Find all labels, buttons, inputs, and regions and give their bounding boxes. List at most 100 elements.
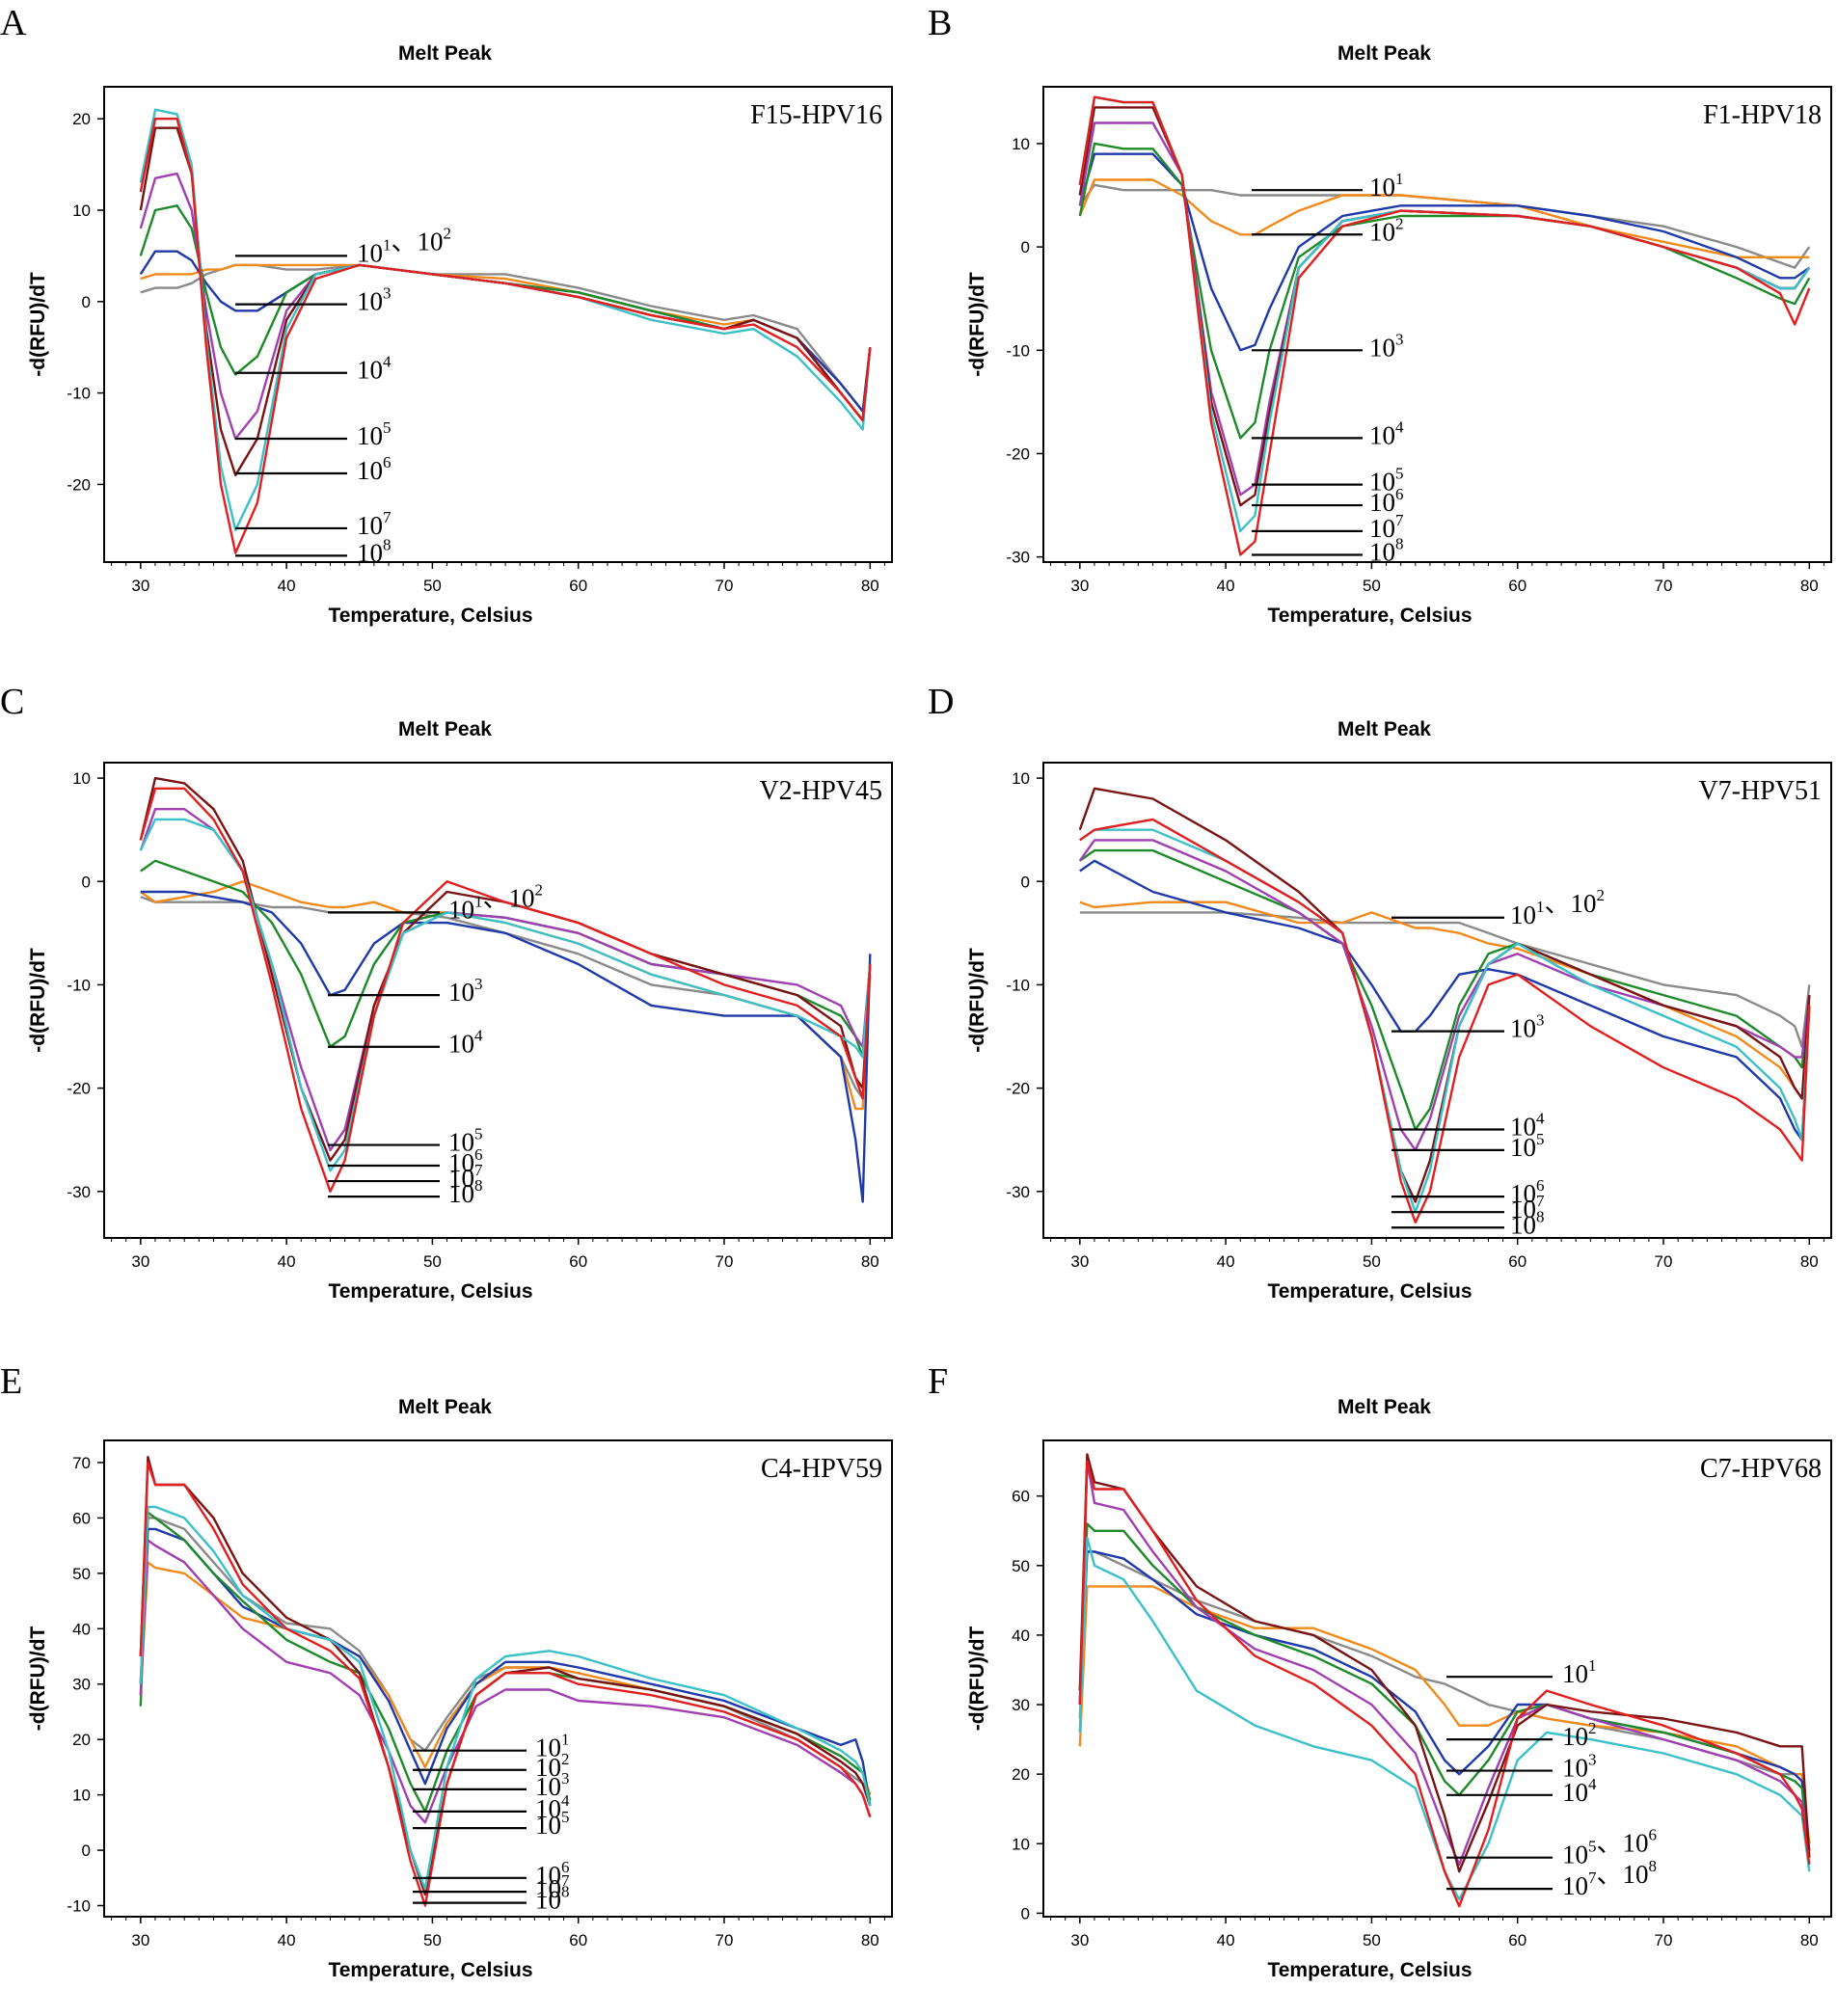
chart-title: Melt Peak xyxy=(1337,718,1431,740)
curves xyxy=(1078,1453,1811,1908)
annotation-label: 108 xyxy=(448,1176,483,1208)
x-axis-label: Temperature, Celsius xyxy=(1267,1959,1472,1981)
y-tick-label: 0 xyxy=(1021,873,1030,891)
ann-base: 10 xyxy=(1369,420,1395,449)
ann-base: 10 xyxy=(509,883,535,912)
series-line-10e8 xyxy=(139,1461,872,1907)
ann-base: 10 xyxy=(1369,514,1395,543)
series-line-10e5 xyxy=(139,808,872,1152)
y-tick-label: 50 xyxy=(72,1565,91,1583)
series-line-10e6 xyxy=(139,126,872,477)
ann-exp: 4 xyxy=(1536,1109,1545,1127)
panel-letter: F xyxy=(928,1361,948,1402)
x-tick-label: 80 xyxy=(861,1252,879,1271)
curves xyxy=(1078,787,1811,1224)
panel-name: F1-HPV18 xyxy=(1703,100,1822,130)
x-tick-label: 60 xyxy=(1508,1252,1526,1271)
annotation-label: 103 xyxy=(1562,1751,1597,1783)
ann-exp: 2 xyxy=(1588,1719,1597,1737)
x-tick-label: 80 xyxy=(861,1931,879,1949)
y-tick-label: -10 xyxy=(1006,976,1030,994)
series-line-10e8 xyxy=(139,118,872,554)
annotation-label: 106 xyxy=(1369,485,1404,517)
ann-exp: 4 xyxy=(1588,1775,1597,1793)
series-line-10e3 xyxy=(140,890,872,1203)
y-tick-label: 10 xyxy=(1012,135,1030,153)
series-line-10e7 xyxy=(139,108,872,531)
plot-frame xyxy=(103,1439,893,1918)
x-axis-label: Temperature, Celsius xyxy=(328,1280,532,1303)
plot-frame xyxy=(1042,86,1832,563)
annotation-label: 106 xyxy=(357,453,392,485)
panel-letter: B xyxy=(928,3,952,43)
panel-letter: A xyxy=(0,3,27,43)
ann-base: 10 xyxy=(1510,1195,1536,1223)
plot-frame xyxy=(1042,762,1832,1239)
annotation-label: 108 xyxy=(1510,1207,1545,1239)
x-tick-label: 80 xyxy=(1800,1931,1819,1949)
y-tick-label: 60 xyxy=(72,1509,91,1527)
annotation-label: 103 xyxy=(357,284,392,316)
panel-C: C Melt Peak 30 40 50 60 70 80 -30 -20 -10 0 10 Temper… xyxy=(0,682,893,1303)
x-tick-label: 80 xyxy=(1800,1252,1819,1271)
y-tick-label: 40 xyxy=(72,1620,91,1638)
ann-base: 10 xyxy=(1562,1659,1588,1688)
x-tick-label: 60 xyxy=(569,1931,587,1949)
x-tick-label: 50 xyxy=(423,1931,442,1949)
annotation-label: 104 xyxy=(448,1027,483,1059)
x-tick-label: 30 xyxy=(131,1931,149,1949)
x-tick-label: 40 xyxy=(278,1931,296,1949)
y-tick-label: 30 xyxy=(1012,1696,1030,1714)
ann-exp: 8 xyxy=(561,1883,570,1901)
y-tick-label: -10 xyxy=(1006,341,1030,360)
series-line-10e5 xyxy=(139,1539,872,1824)
ann-base: 10 xyxy=(448,978,474,1007)
annotation-label: 101 xyxy=(1369,170,1404,202)
annotation-label: 108 xyxy=(1369,534,1404,566)
x-tick-label: 70 xyxy=(1655,577,1673,595)
series-line-10e6 xyxy=(1078,1453,1811,1873)
annotation-label: 104 xyxy=(1562,1775,1597,1807)
series-line-10e2 xyxy=(1078,1585,1811,1844)
annotation-label: 108 xyxy=(535,1883,570,1915)
series-line-10e2 xyxy=(1079,900,1811,1100)
series-line-10e6 xyxy=(1078,106,1811,507)
ann-base: 10 xyxy=(535,1811,561,1840)
annotation-label: 104 xyxy=(1510,1109,1545,1141)
y-tick-label: -20 xyxy=(1006,444,1030,463)
annotation-label: 105 xyxy=(357,418,392,450)
series-line-10e4 xyxy=(1078,1522,1811,1858)
x-tick-label: 80 xyxy=(1800,577,1819,595)
ann-base: 10 xyxy=(357,287,383,316)
y-axis-label: -d(RFU)/dT xyxy=(966,1626,988,1732)
ann-base: 10 xyxy=(1369,488,1395,517)
ann-exp: 1 xyxy=(1588,1656,1597,1675)
annotation-label: 104 xyxy=(1369,417,1404,449)
y-tick-label: -30 xyxy=(67,1183,91,1201)
ann-exp: 5 xyxy=(383,418,392,437)
ann-base: 10 xyxy=(1369,537,1395,566)
ann-exp: 8 xyxy=(1649,1857,1658,1875)
ann-base: 10 xyxy=(1369,173,1395,202)
x-tick-label: 30 xyxy=(131,1252,149,1271)
y-tick-label: 0 xyxy=(1021,1904,1030,1922)
chart-title: Melt Peak xyxy=(398,42,492,65)
x-tick-label: 70 xyxy=(716,1252,734,1271)
ann-sep: 、 xyxy=(1597,1829,1623,1858)
annotation-label: 107 xyxy=(1369,511,1404,543)
x-tick-label: 60 xyxy=(1508,1931,1526,1949)
panel-name: C4-HPV59 xyxy=(761,1454,882,1484)
ann-exp: 1 xyxy=(1395,170,1404,188)
ann-exp: 3 xyxy=(561,1769,570,1788)
ann-sep: 、 xyxy=(1597,1860,1623,1889)
ann-sep: 、 xyxy=(392,227,418,255)
annotation-label: 101 xyxy=(1562,1656,1597,1688)
series-line-10e3 xyxy=(1079,859,1811,1142)
annotation-label: 107 xyxy=(448,1161,483,1193)
ann-base: 10 xyxy=(1510,1112,1536,1141)
x-tick-label: 60 xyxy=(1508,577,1526,595)
y-tick-label: 10 xyxy=(1012,769,1030,788)
series-line-10e5 xyxy=(1078,121,1811,497)
ann-exp: 1 xyxy=(474,892,483,910)
ann-base: 10 xyxy=(448,1148,474,1177)
